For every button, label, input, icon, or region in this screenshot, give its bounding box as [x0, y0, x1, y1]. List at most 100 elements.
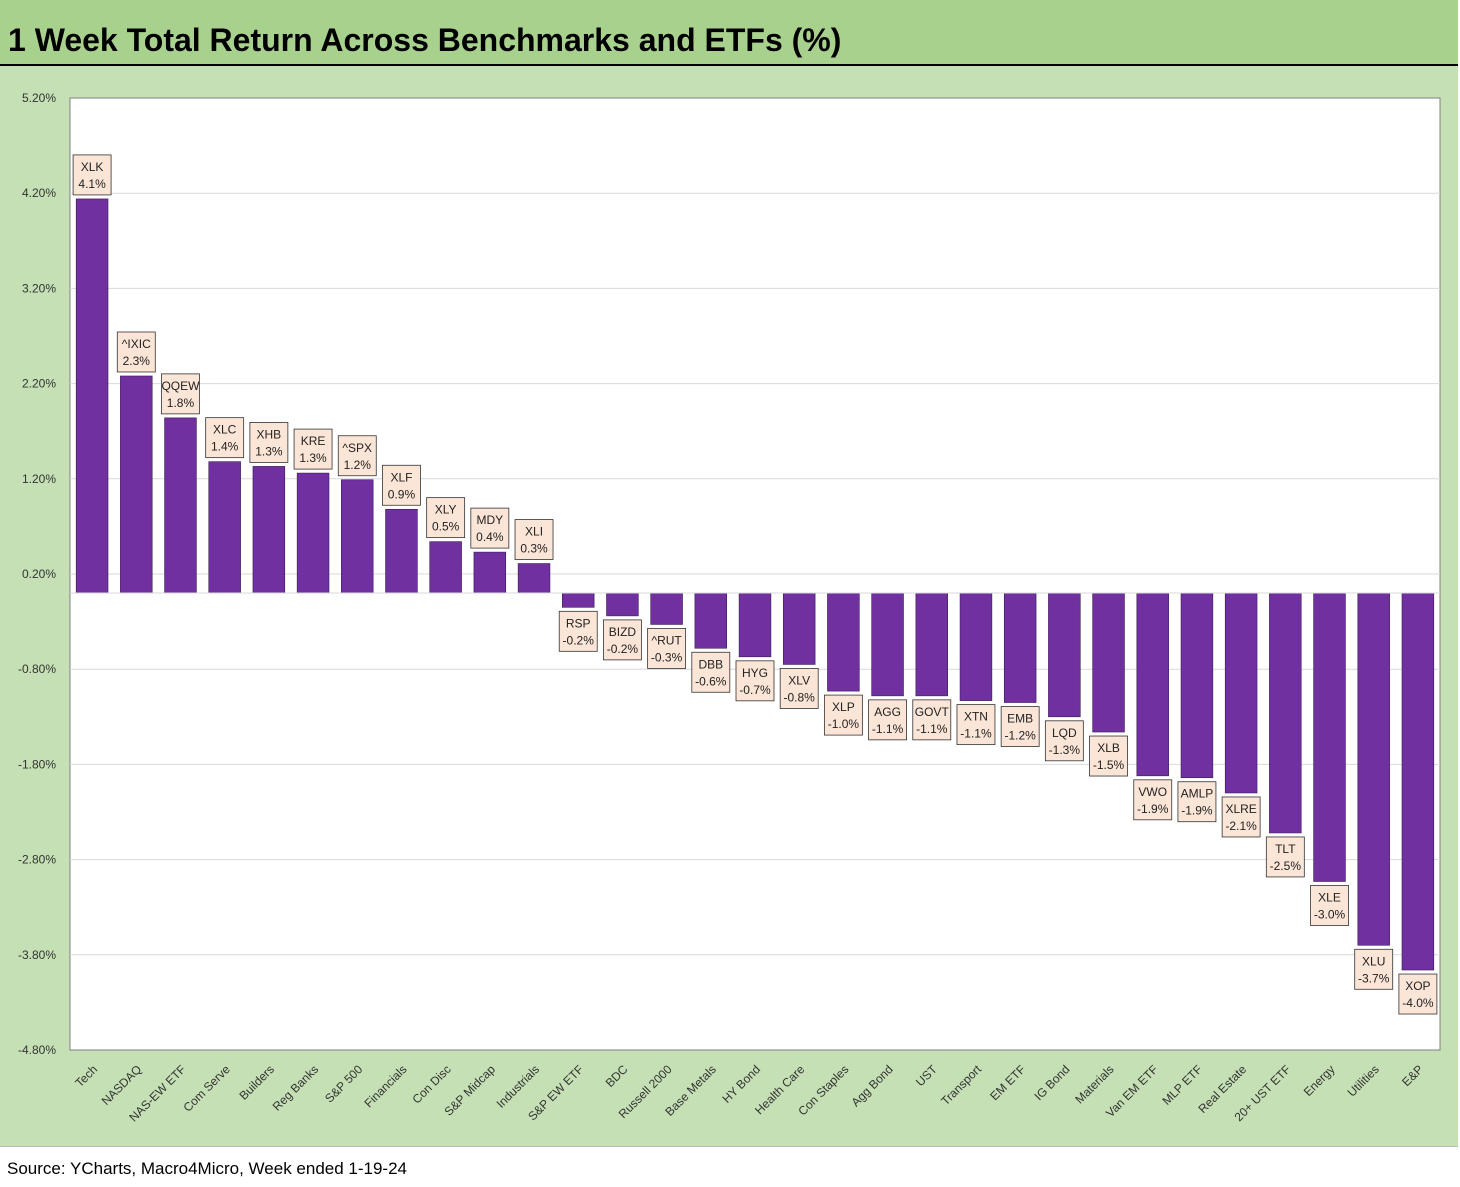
category-label: Agg Bond — [849, 1062, 896, 1109]
data-label-box — [823, 694, 863, 736]
value-label: -1.1% — [872, 722, 904, 736]
data-label-box — [72, 154, 112, 196]
y-tick-label: 5.20% — [22, 91, 56, 105]
data-label: ^SPX 1.2% — [337, 435, 377, 477]
y-tick-label: 3.20% — [22, 281, 56, 295]
data-label: XLC 1.4% — [205, 417, 245, 459]
ticker-label: XLV — [788, 673, 810, 687]
bar — [1003, 592, 1037, 703]
ticker-label: XLC — [213, 423, 237, 437]
value-label: -1.1% — [960, 727, 992, 741]
category-label: HY Bond — [719, 1062, 763, 1106]
data-label: XLRE -2.1% — [1221, 796, 1261, 838]
data-label: XLE -3.0% — [1310, 885, 1349, 926]
data-label-box — [956, 704, 996, 746]
ticker-label: XLRE — [1225, 802, 1256, 816]
data-label-box — [603, 619, 642, 661]
value-label: -1.9% — [1181, 804, 1213, 818]
category-label: NASDAQ — [99, 1062, 145, 1108]
data-label: LQD -1.3% — [1044, 720, 1084, 762]
value-label: 1.2% — [344, 458, 372, 472]
data-label-box — [161, 373, 200, 415]
y-tick-label: 1.20% — [22, 472, 56, 486]
ticker-label: AGG — [874, 705, 901, 719]
bar — [120, 375, 153, 594]
data-label-box — [1089, 735, 1128, 777]
data-label-box — [1000, 706, 1040, 747]
category-label: Utilities — [1345, 1062, 1382, 1099]
y-tick-label: -1.80% — [18, 757, 56, 771]
value-label: 0.9% — [388, 487, 416, 501]
data-label-box — [779, 668, 819, 709]
category-label: MLP ETF — [1159, 1062, 1205, 1108]
category-label: E&P — [1399, 1062, 1426, 1089]
value-label: -1.3% — [1049, 743, 1081, 757]
data-label-box — [426, 497, 466, 539]
bars — [75, 198, 1435, 971]
bar — [915, 592, 948, 697]
bar — [782, 592, 816, 665]
data-label: MDY 0.4% — [470, 507, 510, 549]
source-bar: Source: YCharts, Macro4Micro, Week ended… — [0, 1146, 1458, 1187]
bar — [959, 592, 993, 701]
data-label-box — [249, 422, 289, 463]
value-label: -0.7% — [739, 683, 771, 697]
y-tick-label: 4.20% — [22, 186, 56, 200]
category-label: UST — [913, 1062, 940, 1089]
value-label: -0.2% — [607, 642, 639, 656]
value-label: 1.8% — [167, 396, 195, 410]
ticker-label: HYG — [742, 666, 768, 680]
bar — [429, 541, 462, 594]
data-label-box — [1354, 948, 1394, 990]
value-label: -1.5% — [1093, 758, 1125, 772]
y-tick-label: 0.20% — [22, 567, 56, 581]
bar — [871, 592, 904, 697]
data-label-box — [293, 428, 333, 470]
value-label: 0.5% — [432, 520, 460, 534]
bar — [606, 592, 639, 617]
data-label: RSP -0.2% — [558, 610, 598, 652]
bar-chart: 5.20% 4.20% 3.20% 2.20% 1.20% 0.20% -0.80% -1.8… — [18, 91, 1441, 1124]
data-label: XHB 1.3% — [249, 422, 289, 463]
bar — [562, 592, 595, 608]
data-label: QQEW 1.8% — [161, 373, 200, 415]
ticker-label: XLI — [525, 525, 543, 539]
bar — [1269, 592, 1302, 834]
bar — [1136, 592, 1169, 777]
bar — [341, 479, 374, 594]
data-label-box — [1221, 796, 1261, 838]
bar — [252, 466, 286, 594]
value-label: -2.5% — [1270, 859, 1302, 873]
data-label: AMLP -1.9% — [1177, 781, 1217, 823]
data-label-box — [116, 331, 156, 373]
data-label-box — [205, 417, 245, 459]
ticker-label: EMB — [1007, 712, 1033, 726]
chart-title: 1 Week Total Return Across Benchmarks an… — [8, 22, 842, 58]
value-label: -1.1% — [916, 722, 948, 736]
category-label: Com Serve — [180, 1062, 233, 1115]
data-label-box — [470, 507, 510, 549]
data-label: XOP -4.0% — [1398, 973, 1438, 1015]
bar — [694, 592, 728, 649]
data-label: ^IXIC 2.3% — [116, 331, 156, 373]
ticker-label: DBB — [698, 657, 723, 671]
y-tick-label: -2.80% — [18, 853, 56, 867]
value-label: -3.0% — [1314, 907, 1346, 921]
data-label-box — [558, 610, 598, 652]
data-label-box — [1177, 781, 1217, 823]
data-label: XLV -0.8% — [779, 668, 819, 709]
data-label: BIZD -0.2% — [603, 619, 642, 661]
ticker-label: XLB — [1097, 741, 1120, 755]
category-label: IG Bond — [1031, 1062, 1072, 1103]
category-label: Energy — [1301, 1062, 1338, 1099]
category-label: Transport — [938, 1062, 984, 1108]
data-label: XLP -1.0% — [823, 694, 863, 736]
bar — [473, 551, 507, 594]
data-label: XLU -3.7% — [1354, 948, 1394, 990]
ticker-label: XLF — [390, 470, 412, 484]
data-label-box — [1398, 973, 1438, 1015]
data-label: ^RUT -0.3% — [647, 628, 687, 669]
data-label-box — [691, 651, 731, 693]
data-label: XLK 4.1% — [72, 154, 112, 196]
value-label: 0.3% — [520, 542, 548, 556]
